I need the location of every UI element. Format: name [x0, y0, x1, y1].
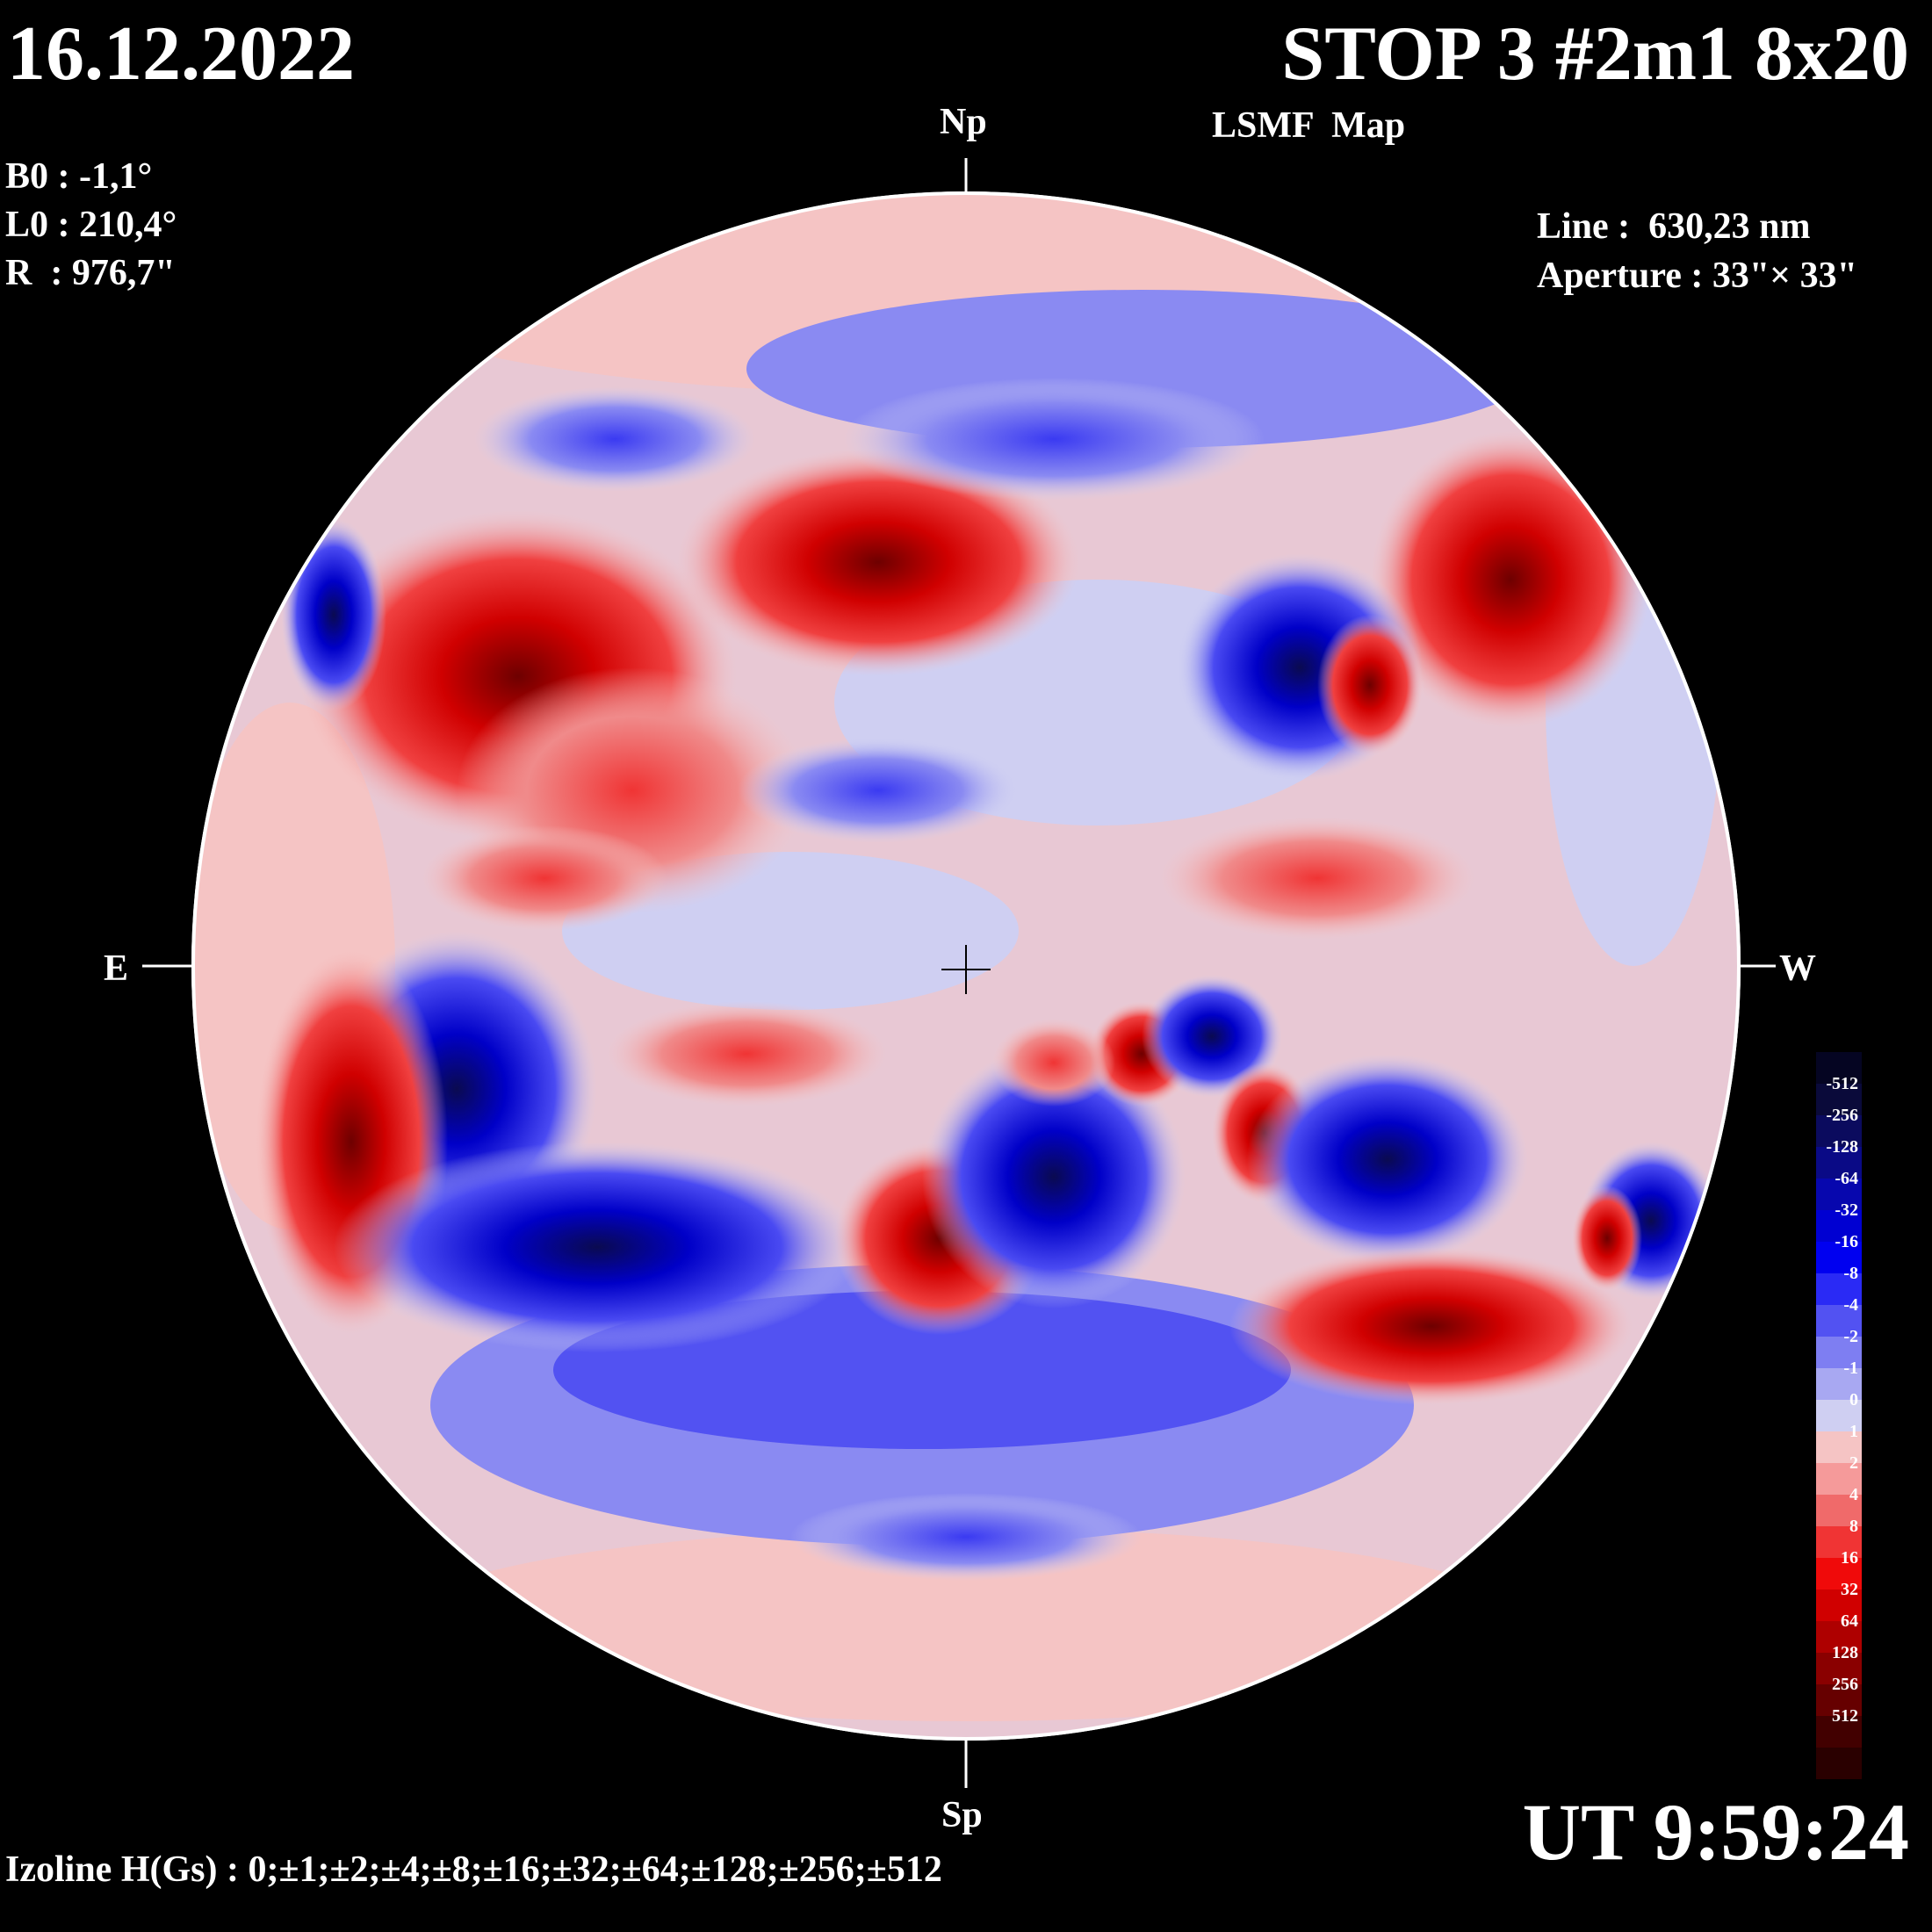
colorbar-swatch [1816, 1273, 1862, 1305]
colorbar-swatch [1816, 1653, 1862, 1684]
colorbar-swatch [1816, 1431, 1862, 1463]
colorbar-label: -64 [1835, 1169, 1858, 1188]
east-label: E [104, 948, 129, 989]
colorbar-swatch [1816, 1463, 1862, 1495]
west-label: W [1779, 948, 1816, 989]
colorbar-label: 16 [1841, 1548, 1858, 1568]
colorbar-label: 1 [1849, 1422, 1858, 1441]
colorbar-label: -16 [1835, 1232, 1858, 1251]
b0-param: B0 : -1,1° [5, 156, 153, 197]
colorbar-swatch [1816, 1716, 1862, 1748]
colorbar-swatch [1816, 1179, 1862, 1210]
compass-ticks [142, 158, 1776, 1788]
colorbar-label: 4 [1849, 1485, 1858, 1504]
colorbar-swatch [1816, 1210, 1862, 1242]
l0-param: L0 : 210,4° [5, 205, 177, 245]
colorbar-swatch [1816, 1368, 1862, 1400]
colorbar-label: -512 [1826, 1074, 1858, 1093]
colorbar-label: -8 [1843, 1264, 1858, 1283]
colorbar-label: -128 [1826, 1137, 1858, 1157]
colorbar: -512 -256 -128 -64 -32 -16 -8 -4 -2 -1 0 1 2 4 8 16 32 64… [1816, 1052, 1862, 1779]
center-crosshair [941, 945, 991, 994]
colorbar-label: 0 [1849, 1390, 1858, 1409]
colorbar-cap-top [1816, 1052, 1862, 1084]
colorbar-swatch [1816, 1621, 1862, 1653]
south-pole-label: Sp [941, 1795, 983, 1835]
region-layer [255, 378, 1721, 1581]
colorbar-label: -4 [1843, 1295, 1858, 1315]
colorbar-label: 2 [1849, 1453, 1858, 1473]
colorbar-label: -32 [1835, 1200, 1858, 1220]
colorbar-swatch [1816, 1495, 1862, 1526]
colorbar-swatch [1816, 1115, 1862, 1147]
colorbar-swatch [1816, 1558, 1862, 1590]
north-pole-label: Np [940, 102, 987, 142]
colorbar-label: 8 [1849, 1517, 1858, 1536]
colorbar-label: 512 [1832, 1706, 1858, 1726]
colorbar-label: 128 [1832, 1643, 1858, 1662]
izoline-legend: Izoline H(Gs) : 0;±1;±2;±4;±8;±16;±32;±6… [5, 1849, 942, 1890]
colorbar-swatch [1816, 1684, 1862, 1716]
colorbar-label: -2 [1843, 1327, 1858, 1346]
line-param: Line : 630,23 nm [1537, 206, 1811, 247]
colorbar-label: 32 [1841, 1580, 1858, 1599]
colorbar-swatch [1816, 1400, 1862, 1431]
colorbar-cap-bottom [1816, 1748, 1862, 1779]
colorbar-swatch [1816, 1242, 1862, 1273]
radius-param: R : 976,7" [5, 253, 176, 293]
ut-time: UT 9:59:24 [1522, 1787, 1909, 1877]
colorbar-swatch [1816, 1337, 1862, 1368]
map-title: STOP 3 #2m1 8x20 [1281, 11, 1909, 97]
colorbar-swatch [1816, 1084, 1862, 1115]
colorbar-swatch [1816, 1147, 1862, 1179]
colorbar-swatch [1816, 1590, 1862, 1621]
colorbar-swatch [1816, 1305, 1862, 1337]
colorbar-label: -1 [1843, 1359, 1858, 1378]
map-subtitle: LSMF Map [1212, 105, 1406, 146]
colorbar-label: 64 [1841, 1611, 1858, 1631]
date-label: 16.12.2022 [7, 11, 355, 97]
colorbar-label: 256 [1832, 1675, 1858, 1694]
colorbar-swatch [1816, 1526, 1862, 1558]
colorbar-label: -256 [1826, 1106, 1858, 1125]
aperture-param: Aperture : 33"× 33" [1537, 256, 1857, 296]
